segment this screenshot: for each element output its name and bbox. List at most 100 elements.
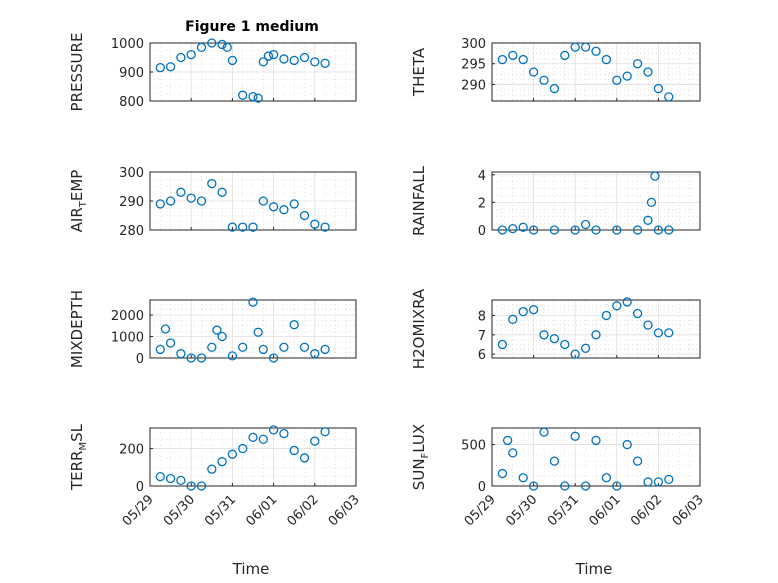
- data-point-sun-flux: [502, 435, 513, 446]
- data-point-air-temp: [227, 222, 238, 232]
- data-point-h2omixra: [549, 334, 560, 344]
- data-point-rainfall: [664, 225, 674, 235]
- x-tick-label: 06/02: [628, 492, 665, 529]
- data-point-sun-flux: [528, 481, 539, 491]
- data-point-h2omixra: [570, 349, 580, 359]
- data-point-h2omixra: [580, 343, 591, 353]
- data-point-theta: [580, 42, 591, 52]
- data-point-mixdepth: [268, 353, 279, 363]
- axes-frame: [149, 427, 357, 487]
- data-point-mixdepth: [196, 353, 207, 363]
- axes-frame: [491, 171, 701, 231]
- data-point-terr-msl: [268, 425, 279, 435]
- data-point-pressure: [310, 57, 320, 67]
- panel-h2omixra: 6 7 8 H2OMIXRA: [410, 288, 701, 369]
- y-tick-label: 500: [461, 439, 486, 454]
- data-point-pressure: [263, 51, 274, 61]
- data-point-rainfall: [612, 225, 622, 235]
- data-point-mixdepth: [155, 344, 165, 355]
- axes-frame: [491, 427, 701, 487]
- data-point-pressure: [186, 49, 196, 60]
- x-tick-label: 06/01: [243, 492, 280, 529]
- x-tick-label: 05/29: [120, 492, 157, 529]
- data-point-terr-msl: [217, 457, 227, 467]
- data-point-pressure: [155, 63, 165, 73]
- data-point-theta: [664, 92, 674, 102]
- y-tick-label: 280: [119, 224, 144, 239]
- data-point-h2omixra: [653, 328, 664, 338]
- data-point-pressure: [238, 90, 248, 100]
- panel-sun-flux: 05/29 05/30 05/31 06/01 06/02 06/03 0 500 SUNFLU…: [410, 424, 707, 530]
- data-point-theta: [643, 67, 653, 77]
- data-point-rainfall: [508, 223, 518, 234]
- y-axis-label-air-temp: AIRTEMP: [68, 170, 89, 233]
- data-point-h2omixra: [518, 306, 528, 317]
- data-point-rainfall: [650, 171, 660, 181]
- data-point-air-temp: [320, 222, 330, 232]
- data-point-sun-flux: [570, 431, 580, 441]
- data-point-mixdepth: [217, 331, 227, 342]
- data-point-sun-flux: [653, 477, 664, 487]
- y-tick-label: 8: [478, 309, 486, 324]
- data-point-air-temp: [176, 187, 186, 197]
- data-point-h2omixra: [612, 301, 622, 311]
- y-tick-label: 0: [478, 480, 486, 495]
- data-point-terr-msl: [155, 471, 165, 482]
- panel-pressure: 800 900 1000 PRESSURE: [68, 33, 357, 112]
- y-tick-label: 800: [119, 95, 144, 110]
- data-point-air-temp: [238, 222, 248, 232]
- data-point-mixdepth: [258, 344, 268, 355]
- y-tick-label: 295: [461, 58, 486, 73]
- data-point-sun-flux: [539, 427, 549, 437]
- data-point-theta: [560, 50, 570, 61]
- y-tick-label: 290: [119, 195, 144, 210]
- data-point-air-temp: [165, 196, 176, 206]
- data-point-rainfall: [653, 225, 664, 235]
- data-point-sun-flux: [508, 448, 518, 458]
- data-point-air-temp: [310, 219, 320, 229]
- y-tick-label: 900: [119, 66, 144, 81]
- x-tick-label: 05/31: [545, 492, 582, 529]
- data-point-theta: [570, 42, 580, 52]
- data-point-sun-flux: [612, 481, 622, 491]
- y-tick-label: 300: [461, 37, 486, 52]
- data-point-sun-flux: [518, 473, 528, 483]
- data-point-sun-flux: [664, 474, 674, 485]
- data-point-sun-flux: [632, 456, 643, 466]
- data-point-air-temp: [268, 202, 279, 212]
- x-tick-label: 05/31: [202, 492, 239, 529]
- data-point-pressure: [289, 55, 299, 66]
- panel-mixdepth: 0 1000 2000 MIXDEPTH: [68, 290, 357, 368]
- panel-terr-msl: 05/29 05/30 05/31 06/01 06/02 06/03 0 200 TERRMS…: [68, 423, 363, 529]
- panel-rainfall: 0 2 4 RAINFALL: [410, 165, 701, 239]
- y-axis-label-mixdepth: MIXDEPTH: [68, 290, 86, 368]
- data-point-terr-msl: [310, 436, 320, 446]
- data-point-rainfall: [528, 225, 539, 235]
- data-point-theta: [539, 75, 549, 85]
- y-tick-label: 0: [136, 480, 144, 495]
- y-axis-label-sun-flux: SUNFLUX: [410, 424, 431, 490]
- data-point-theta: [528, 67, 539, 77]
- data-point-pressure: [268, 49, 279, 60]
- data-point-rainfall: [591, 225, 601, 235]
- y-tick-label: 2: [478, 196, 486, 211]
- data-point-air-temp: [289, 199, 299, 209]
- data-point-pressure: [279, 54, 289, 64]
- data-point-rainfall: [497, 225, 508, 235]
- y-tick-label: 1000: [111, 37, 144, 52]
- data-point-rainfall: [632, 225, 643, 235]
- y-tick-label: 4: [478, 169, 486, 184]
- data-point-terr-msl: [176, 475, 186, 486]
- y-axis-label-pressure: PRESSURE: [68, 33, 86, 112]
- data-point-rainfall: [518, 222, 528, 232]
- data-point-sun-flux: [580, 481, 591, 491]
- data-point-terr-msl: [279, 428, 289, 439]
- data-point-theta: [549, 83, 560, 94]
- data-point-pressure: [227, 55, 238, 66]
- x-tick-label: 05/29: [462, 492, 499, 529]
- data-point-h2omixra: [497, 339, 508, 350]
- data-point-theta: [601, 54, 612, 65]
- data-point-mixdepth: [212, 325, 222, 335]
- data-point-terr-msl: [165, 473, 176, 484]
- data-point-theta: [508, 50, 518, 61]
